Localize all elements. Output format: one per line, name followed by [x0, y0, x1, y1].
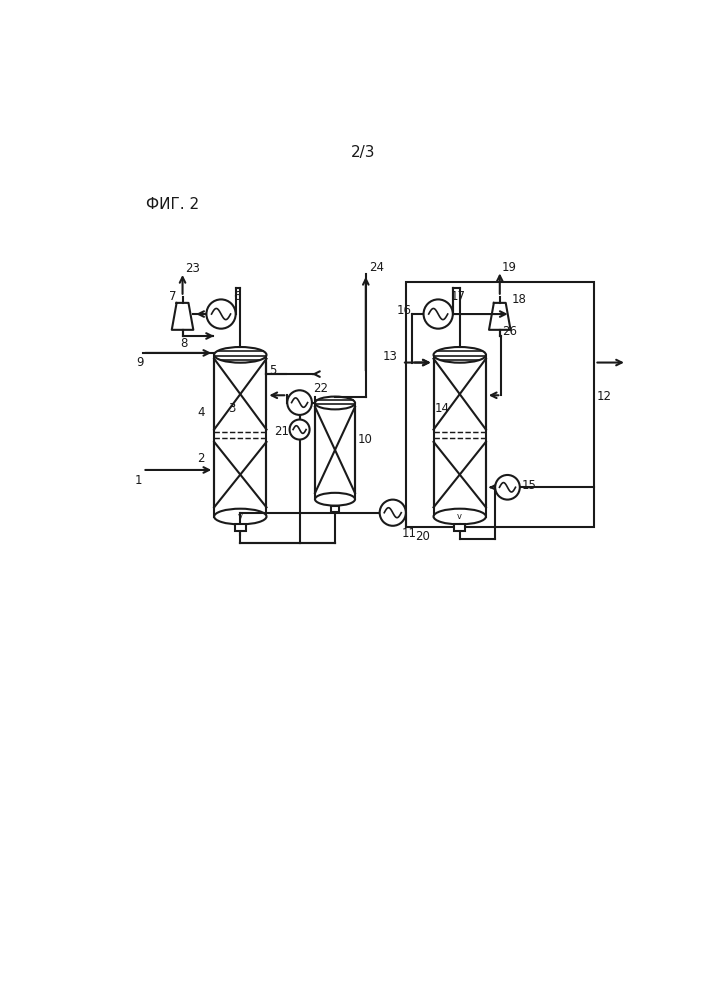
Bar — [235, 524, 246, 531]
Circle shape — [290, 420, 310, 440]
Ellipse shape — [433, 347, 486, 363]
Text: 23: 23 — [185, 262, 200, 275]
Text: 22: 22 — [313, 382, 329, 395]
Circle shape — [495, 475, 520, 500]
Text: 20: 20 — [415, 530, 430, 543]
Ellipse shape — [214, 509, 267, 524]
Circle shape — [380, 500, 406, 526]
Text: 6: 6 — [233, 290, 241, 303]
Text: 2: 2 — [197, 452, 204, 465]
Text: v: v — [238, 512, 243, 521]
Ellipse shape — [315, 493, 355, 506]
Circle shape — [423, 299, 452, 329]
Text: 4: 4 — [197, 406, 204, 419]
Text: 10: 10 — [358, 433, 373, 446]
Text: 19: 19 — [502, 261, 517, 274]
Circle shape — [287, 390, 312, 415]
Text: 5: 5 — [269, 364, 276, 377]
Text: 21: 21 — [274, 425, 289, 438]
Text: 17: 17 — [450, 290, 465, 303]
Bar — [433, 355, 486, 517]
Bar — [315, 403, 355, 499]
Ellipse shape — [315, 397, 355, 409]
Ellipse shape — [433, 509, 486, 524]
Text: v: v — [457, 512, 462, 521]
Text: 1: 1 — [135, 474, 142, 487]
Text: 3: 3 — [228, 402, 235, 415]
Bar — [214, 355, 267, 517]
Text: 15: 15 — [521, 479, 536, 492]
Text: 2/3: 2/3 — [351, 145, 375, 160]
Text: 16: 16 — [397, 304, 411, 317]
Text: 9: 9 — [136, 356, 144, 369]
Text: 14: 14 — [435, 402, 450, 415]
Text: 11: 11 — [402, 527, 417, 540]
Text: 8: 8 — [180, 337, 187, 350]
Text: ФИГ. 2: ФИГ. 2 — [146, 197, 199, 212]
Text: 26: 26 — [502, 325, 517, 338]
Bar — [406, 282, 595, 527]
Ellipse shape — [214, 347, 267, 363]
Bar — [331, 506, 339, 512]
Text: 7: 7 — [169, 290, 176, 303]
Bar — [455, 524, 465, 531]
Text: 18: 18 — [512, 293, 527, 306]
Text: 13: 13 — [382, 350, 397, 363]
Circle shape — [206, 299, 235, 329]
Text: 24: 24 — [369, 261, 384, 274]
Text: 12: 12 — [597, 390, 612, 403]
